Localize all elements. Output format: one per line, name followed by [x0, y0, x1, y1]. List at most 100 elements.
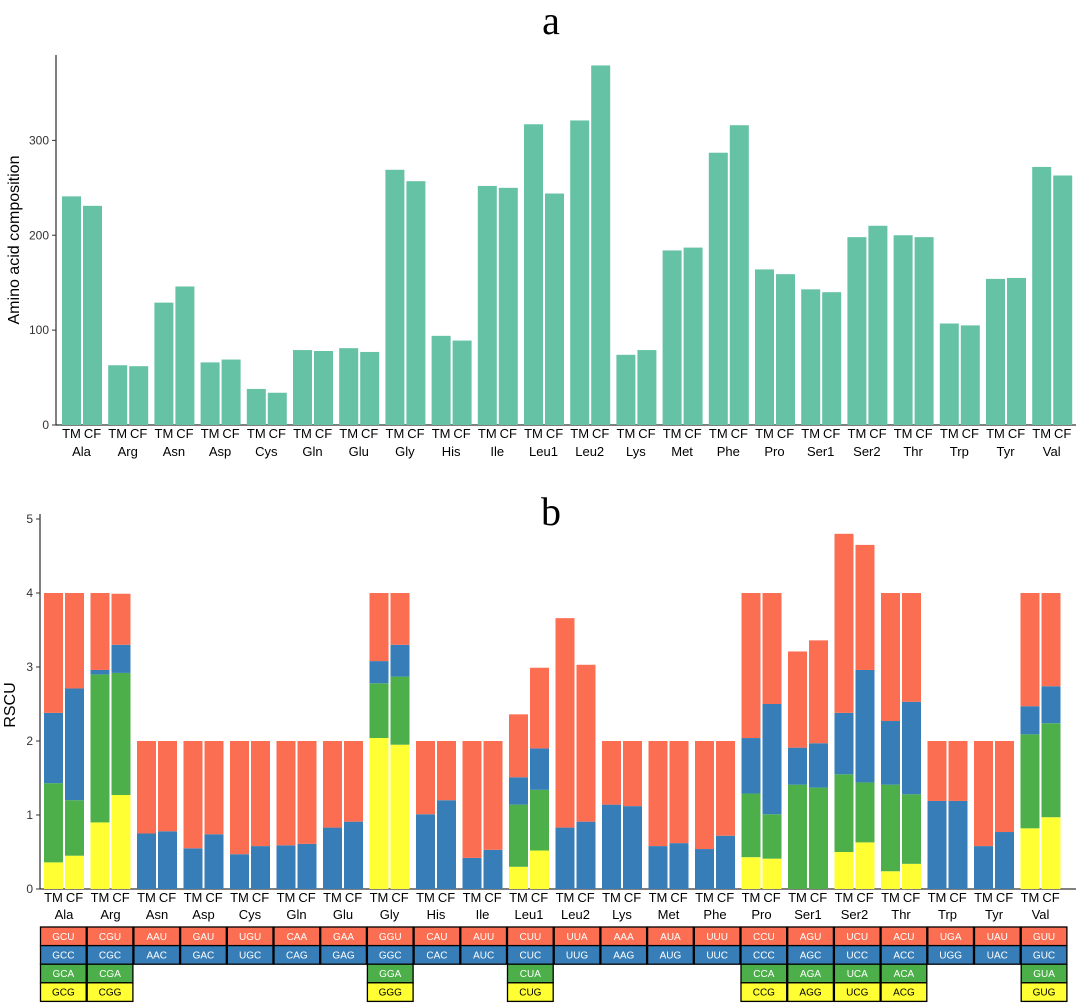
codon-label: UAC	[987, 950, 1008, 961]
panel-a-category-label: Gln	[302, 444, 322, 459]
panel-a-subgroup-label: CF	[315, 426, 332, 441]
panel-b-y-tick-label: 2	[26, 734, 33, 748]
panel-a-y-axis-label: Amino acid composition	[6, 156, 23, 325]
panel-a-y-tick-label: 100	[29, 323, 49, 337]
panel-b-stack-segment	[995, 741, 1014, 833]
panel-a-subgroup-label: CF	[84, 426, 101, 441]
panel-b-stack-segment	[855, 842, 875, 889]
panel-b-stack-segment	[716, 741, 735, 836]
panel-b-stack-segment	[230, 741, 249, 855]
panel-b-stack-segment	[111, 672, 131, 796]
panel-a-bar	[154, 302, 174, 425]
panel-b-stack-segment	[44, 712, 63, 784]
panel-b-stack-segment	[44, 593, 63, 713]
panel-b-subgroup-label: CF	[996, 890, 1013, 905]
panel-a-subgroup-label: TM	[293, 426, 312, 441]
panel-a-subgroup-label: TM	[570, 426, 589, 441]
panel-b-stack-segment	[462, 741, 482, 858]
panel-b-subgroup-label: CF	[763, 890, 780, 905]
panel-b-subgroup-label: TM	[463, 890, 482, 905]
panel-a-subgroup-label: CF	[176, 426, 193, 441]
panel-a-subgroup-label: CF	[684, 426, 701, 441]
codon-label: UCU	[846, 932, 868, 943]
panel-b-stack-segment	[90, 674, 110, 823]
panel-b-stack-segment	[1041, 686, 1061, 724]
panel-b-stack-segment	[509, 866, 528, 889]
codon-cell	[86, 982, 134, 1003]
panel-a-category-label: Glu	[349, 444, 369, 459]
panel-b-subgroup-label: TM	[742, 890, 761, 905]
panel-b-stack-segment	[44, 783, 63, 863]
codon-cell	[740, 982, 788, 1003]
panel-b-stack-segment	[369, 738, 389, 889]
panel-a-bar	[893, 235, 913, 425]
codon-label: UAU	[987, 932, 1008, 943]
panel-a-subgroup-label: TM	[663, 426, 682, 441]
panel-b-stack-segment	[809, 787, 828, 889]
panel-b-subgroup-label: CF	[484, 890, 501, 905]
codon-label: AAA	[614, 932, 634, 943]
panel-a-category-label: Ser1	[807, 444, 834, 459]
codon-label: GCA	[53, 969, 75, 980]
panel-a-subgroup-label: TM	[617, 426, 636, 441]
panel-a-category-label: Arg	[118, 444, 138, 459]
panel-b-stack-segment	[902, 593, 921, 702]
panel-b-stack-segment	[741, 857, 761, 889]
panel-a-bar	[708, 152, 728, 425]
panel-b-category-label: Val	[1032, 907, 1050, 922]
codon-label: ACC	[893, 950, 914, 961]
panel-b-stack-segment	[297, 741, 317, 844]
panel-b-stack-segment	[881, 871, 900, 889]
panel-a-subgroup-label: TM	[108, 426, 127, 441]
codon-label: AUA	[660, 932, 681, 943]
panel-b-stack-segment	[509, 777, 528, 805]
panel-b-stack-segment	[65, 688, 84, 801]
panel-a-bar	[1032, 166, 1052, 425]
panel-b-label: b	[541, 489, 561, 534]
codon-cell	[553, 944, 601, 965]
panel-b-subgroup-label: CF	[903, 890, 920, 905]
codon-label: UGC	[239, 950, 261, 961]
panel-a-bar	[1053, 175, 1073, 425]
panel-b-stack-segment	[855, 544, 875, 670]
panel-b-stack-segment	[1020, 593, 1040, 707]
panel-a-category-label: Tyr	[996, 444, 1015, 459]
panel-b-category-label: Asn	[146, 907, 168, 922]
panel-b-stack-segment	[230, 854, 249, 889]
panel-b-subgroup-label: CF	[66, 890, 83, 905]
panel-b-subgroup-label: TM	[184, 890, 203, 905]
panel-b-stack-segment	[1020, 828, 1040, 889]
panel-a-subgroup-label: CF	[777, 426, 794, 441]
panel-b-stack-segment	[576, 821, 596, 889]
panel-b-subgroup-label: CF	[298, 890, 315, 905]
panel-b-subgroup-label: CF	[159, 890, 176, 905]
panel-b-stack-segment	[881, 784, 900, 872]
panel-b-stack-segment	[648, 846, 668, 889]
codon-cell	[833, 982, 881, 1003]
codon-cell	[273, 944, 321, 965]
panel-b-subgroup-label: CF	[670, 890, 687, 905]
panel-a-bar	[801, 289, 821, 425]
panel-a-bar	[62, 196, 81, 425]
panel-b-stack-segment	[297, 843, 317, 889]
codon-label: AGC	[800, 950, 822, 961]
panel-b-subgroup-label: CF	[252, 890, 269, 905]
panel-a-bar	[221, 359, 241, 425]
panel-b-stack-segment	[416, 814, 435, 889]
codon-cell	[880, 982, 928, 1003]
panel-b-stack-segment	[251, 741, 270, 847]
panel-b-stack-segment	[483, 741, 503, 850]
panel-b-stack-segment	[323, 827, 342, 889]
panel-a-subgroup-label: TM	[155, 426, 174, 441]
codon-label: UGU	[239, 932, 261, 943]
codon-label: UCC	[846, 950, 868, 961]
panel-a-bar	[293, 350, 312, 425]
panel-b-category-label: Tyr	[985, 907, 1004, 922]
panel-a-category-label: Met	[671, 444, 693, 459]
panel-b-stack-segment	[695, 741, 714, 850]
panel-b-category-label: Cys	[239, 907, 262, 922]
codon-label: AAC	[146, 950, 167, 961]
panel-b-stack-segment	[65, 800, 84, 856]
panel-a-subgroup-label: CF	[731, 426, 748, 441]
panel-a-y-tick-label: 0	[42, 418, 49, 432]
